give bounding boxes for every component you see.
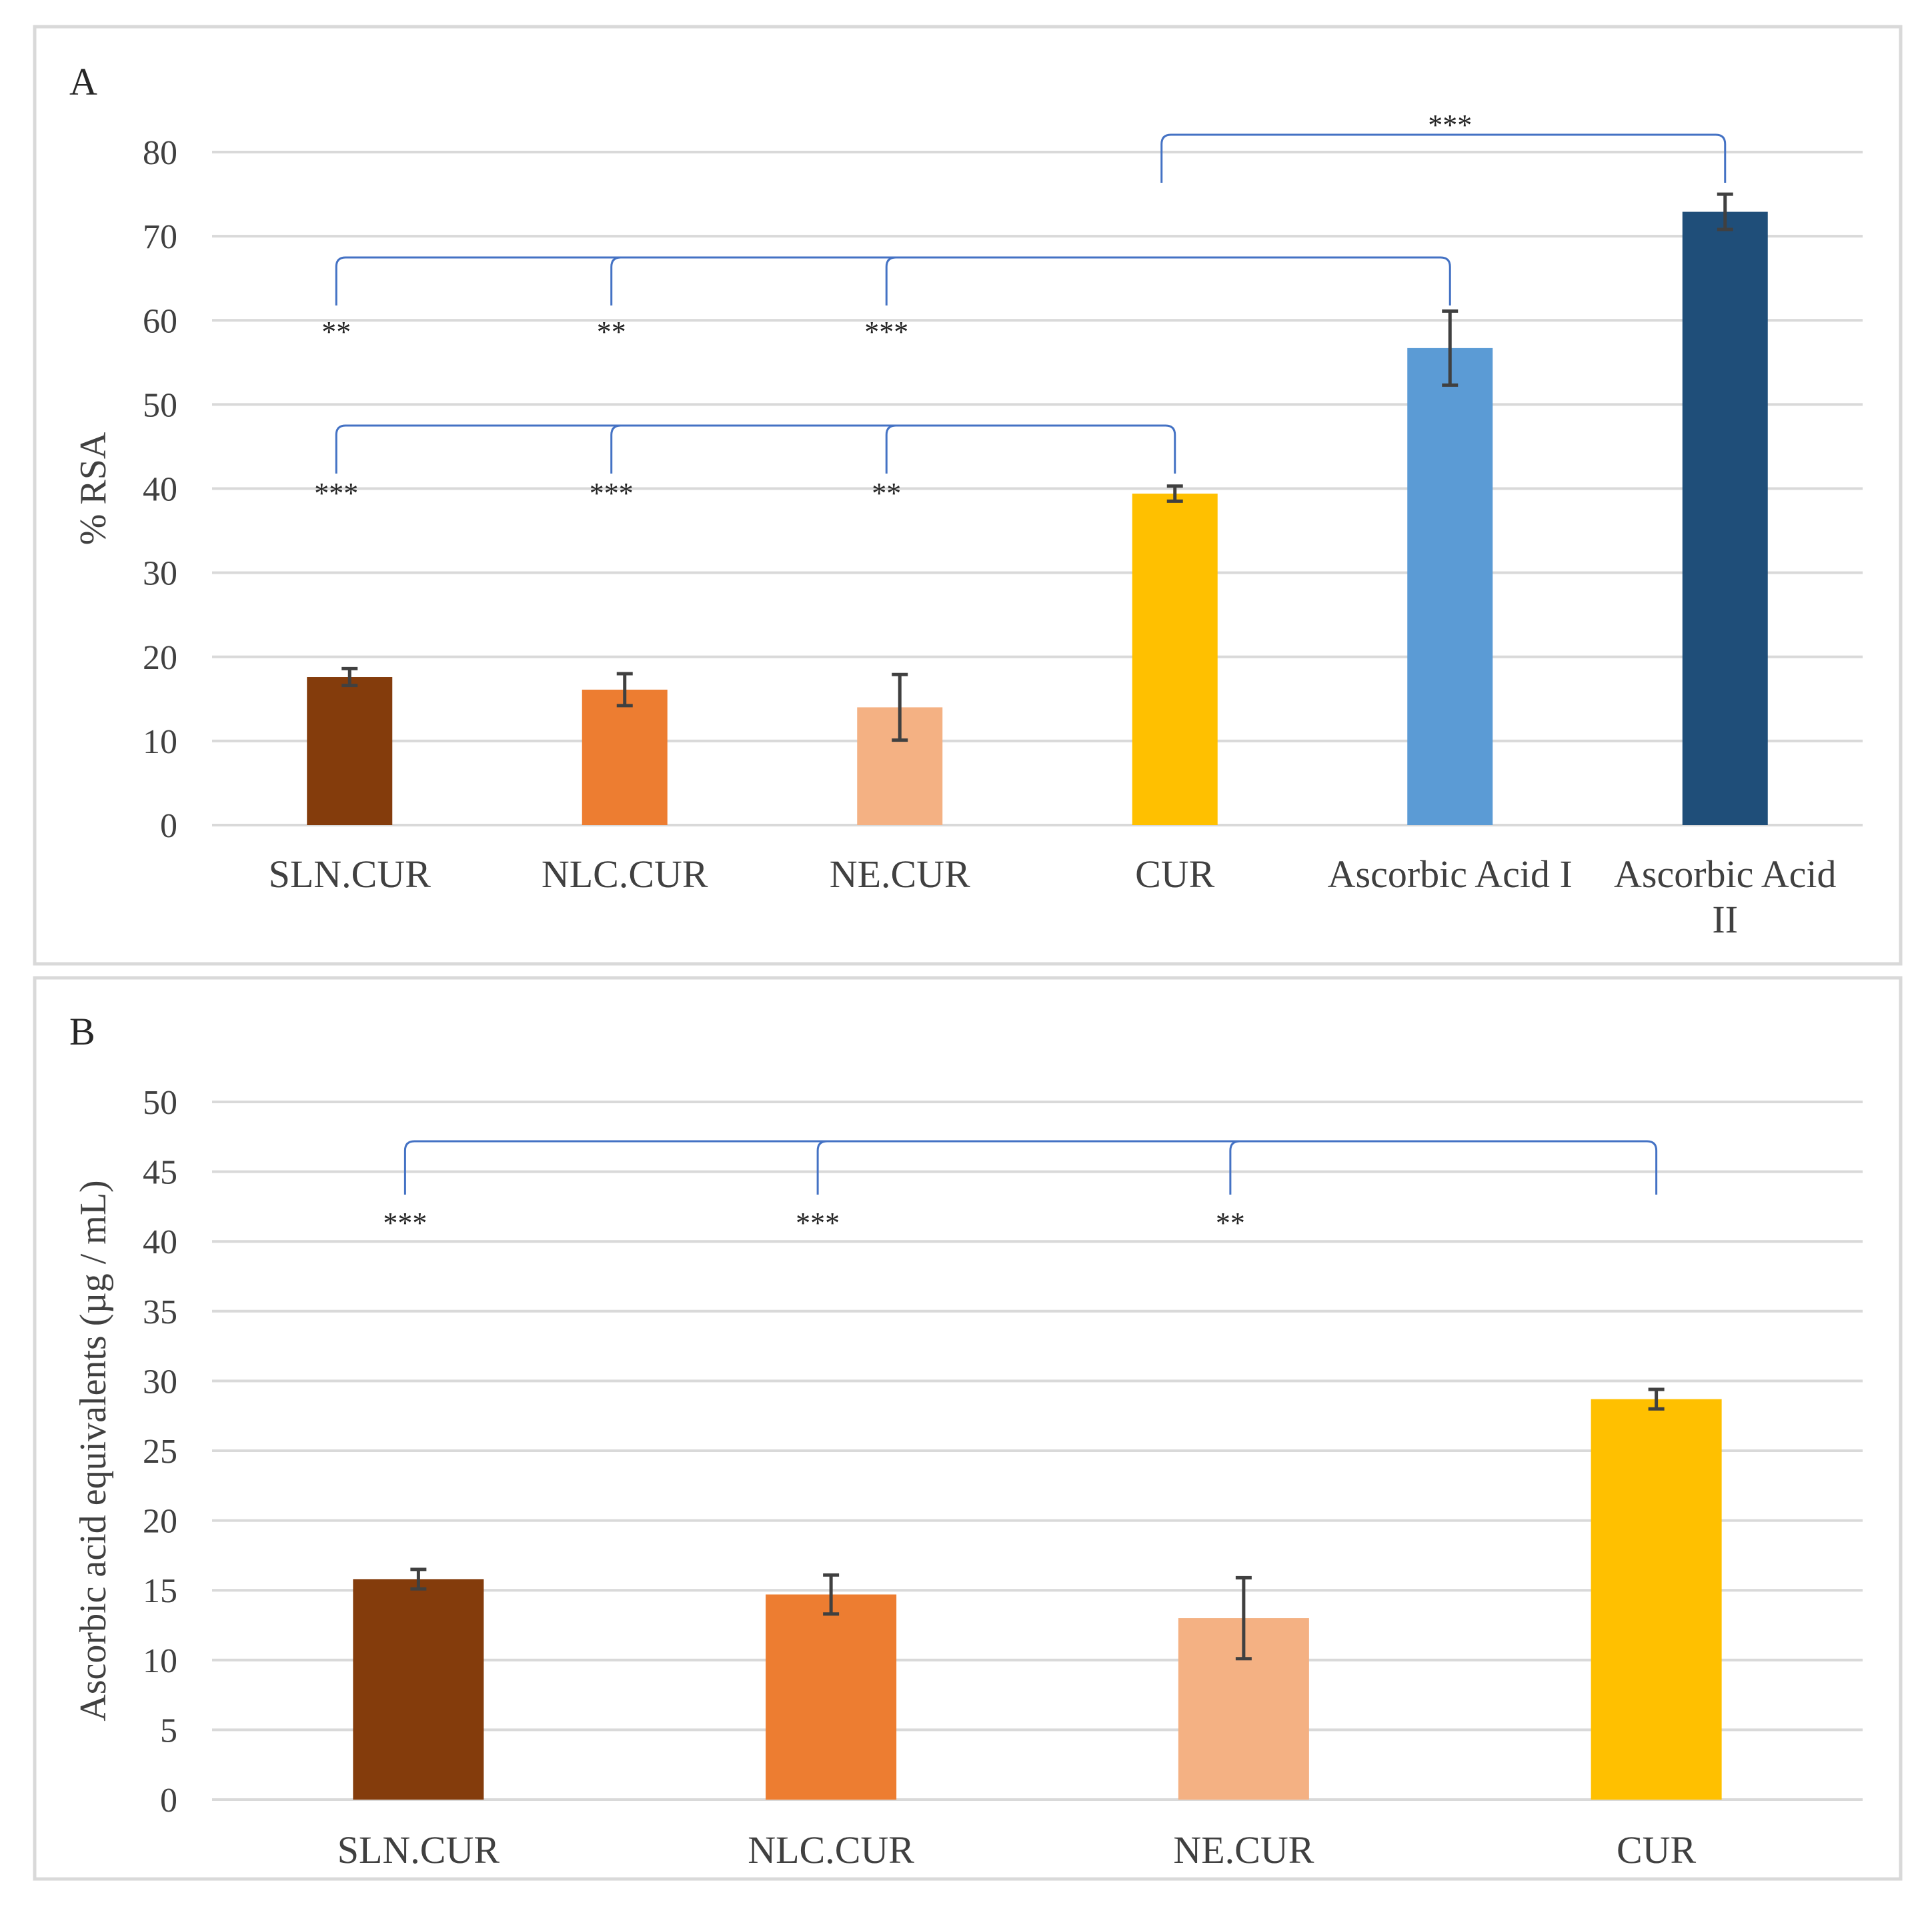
y-tick-label: 30 <box>143 1363 177 1401</box>
y-tick-label: 50 <box>143 1084 177 1122</box>
y-axis-title: % RSA <box>73 432 114 545</box>
error-bar <box>1166 484 1183 503</box>
y-tick-label: 50 <box>143 386 177 424</box>
bar <box>1132 494 1218 825</box>
y-tick-label: 0 <box>160 1782 177 1820</box>
x-tick-label: NE.CUR <box>830 852 970 896</box>
significance-stars: *** <box>1428 109 1472 141</box>
y-tick-label: 25 <box>143 1433 177 1471</box>
significance-bracket <box>335 256 1451 305</box>
significance-bracket-drop <box>885 424 896 474</box>
x-tick-label: Ascorbic Acid I <box>1328 852 1573 896</box>
error-bar <box>1717 192 1733 231</box>
significance-stars: ** <box>597 315 626 348</box>
y-tick-label: 80 <box>143 134 177 172</box>
error-bar <box>1648 1387 1665 1411</box>
y-tick-label: 10 <box>143 1642 177 1680</box>
x-tick-label: NLC.CUR <box>542 852 708 896</box>
panel-b: B 0 5 10 15 20 25 30 35 40 45 50 Ascorbic acid equiv… <box>33 976 1903 1881</box>
y-tick-label: 5 <box>160 1712 177 1750</box>
x-tick-label: II <box>1712 898 1738 941</box>
significance-bracket-drop <box>1229 1140 1240 1195</box>
y-tick-label: 0 <box>160 807 177 845</box>
bar <box>766 1594 897 1800</box>
y-tick-label: 35 <box>143 1293 177 1331</box>
panel-a: A 0 10 20 30 40 50 60 70 80 % RSA SLN.CUR NLC.CUR NE.… <box>33 25 1903 966</box>
y-tick-label: 40 <box>143 471 177 509</box>
significance-stars: *** <box>314 477 358 510</box>
panel-frame <box>33 25 1903 966</box>
error-bar <box>616 672 633 708</box>
panel-label: B <box>69 1010 95 1053</box>
y-tick-label: 10 <box>143 723 177 761</box>
x-tick-label: NE.CUR <box>1173 1828 1314 1872</box>
y-tick-label: 15 <box>143 1572 177 1610</box>
y-tick-label: 20 <box>143 1503 177 1541</box>
y-tick-label: 40 <box>143 1223 177 1261</box>
error-bar <box>410 1567 427 1591</box>
bar <box>353 1579 484 1800</box>
significance-bracket <box>335 424 1176 474</box>
significance-stars: *** <box>590 477 634 510</box>
x-tick-label: SLN.CUR <box>337 1828 500 1872</box>
significance-bracket-drop <box>610 256 621 305</box>
panel-frame <box>33 976 1903 1881</box>
error-bar <box>892 672 908 742</box>
x-tick-label: NLC.CUR <box>748 1828 914 1872</box>
error-bar <box>1235 1575 1252 1661</box>
significance-bracket <box>1160 133 1727 183</box>
y-tick-label: 30 <box>143 555 177 593</box>
significance-bracket <box>403 1140 1658 1195</box>
y-tick-label: 45 <box>143 1154 177 1192</box>
error-bar <box>341 666 358 688</box>
significance-stars: *** <box>864 315 908 348</box>
significance-stars: *** <box>796 1207 840 1239</box>
significance-stars: ** <box>872 477 901 510</box>
x-tick-label: SLN.CUR <box>269 852 431 896</box>
significance-stars: ** <box>321 315 351 348</box>
error-bar <box>1442 309 1459 387</box>
significance-bracket-drop <box>816 1140 828 1195</box>
y-axis-title: Ascorbic acid equivalents (µg / mL) <box>73 1180 114 1721</box>
y-tick-label: 60 <box>143 302 177 340</box>
y-tick-label: 70 <box>143 218 177 256</box>
bar <box>1591 1399 1722 1800</box>
bar <box>307 677 393 825</box>
error-bar <box>823 1573 840 1616</box>
significance-bracket-drop <box>610 424 621 474</box>
panel-label: A <box>69 60 97 103</box>
significance-bracket-drop <box>885 256 896 305</box>
x-tick-label: CUR <box>1617 1828 1697 1872</box>
y-tick-label: 20 <box>143 639 177 677</box>
significance-stars: *** <box>383 1207 427 1239</box>
bar <box>582 689 668 825</box>
x-tick-label: CUR <box>1135 852 1215 896</box>
bar <box>1407 348 1493 825</box>
x-tick-label: Ascorbic Acid <box>1614 852 1836 896</box>
significance-stars: ** <box>1216 1207 1245 1239</box>
bar <box>1682 211 1768 826</box>
